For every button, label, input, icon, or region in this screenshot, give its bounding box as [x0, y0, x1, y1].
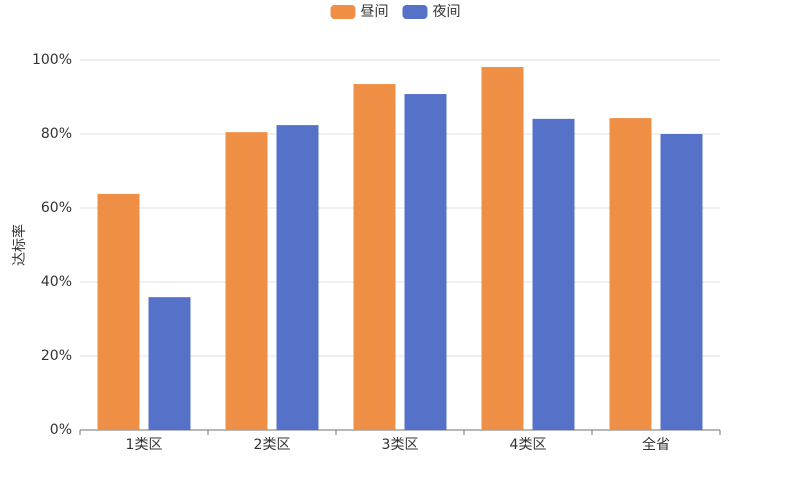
bar — [609, 118, 652, 430]
y-tick-label: 0% — [50, 422, 72, 438]
bar — [276, 125, 319, 431]
y-tick-label: 20% — [41, 348, 72, 364]
bar — [148, 297, 191, 430]
bar — [353, 84, 396, 431]
x-tick-label: 3类区 — [382, 437, 419, 453]
x-tick-label: 4类区 — [510, 437, 547, 453]
bar — [481, 67, 524, 430]
legend-label: 昼间 — [361, 4, 389, 20]
legend-swatch — [402, 5, 428, 19]
bar — [660, 134, 703, 430]
bar — [97, 193, 140, 430]
bar — [225, 132, 268, 430]
legend-label: 夜间 — [433, 4, 461, 20]
bar — [404, 94, 447, 430]
x-tick-label: 2类区 — [254, 437, 291, 453]
y-tick-label: 80% — [41, 126, 72, 142]
y-tick-label: 60% — [41, 200, 72, 216]
x-tick-label: 1类区 — [126, 437, 163, 453]
y-axis-label: 达标率 — [11, 224, 28, 266]
y-tick-label: 100% — [32, 52, 72, 68]
x-tick-label: 全省 — [642, 436, 670, 453]
legend-swatch — [330, 5, 356, 19]
bar — [532, 118, 575, 430]
y-tick-label: 40% — [41, 274, 72, 290]
